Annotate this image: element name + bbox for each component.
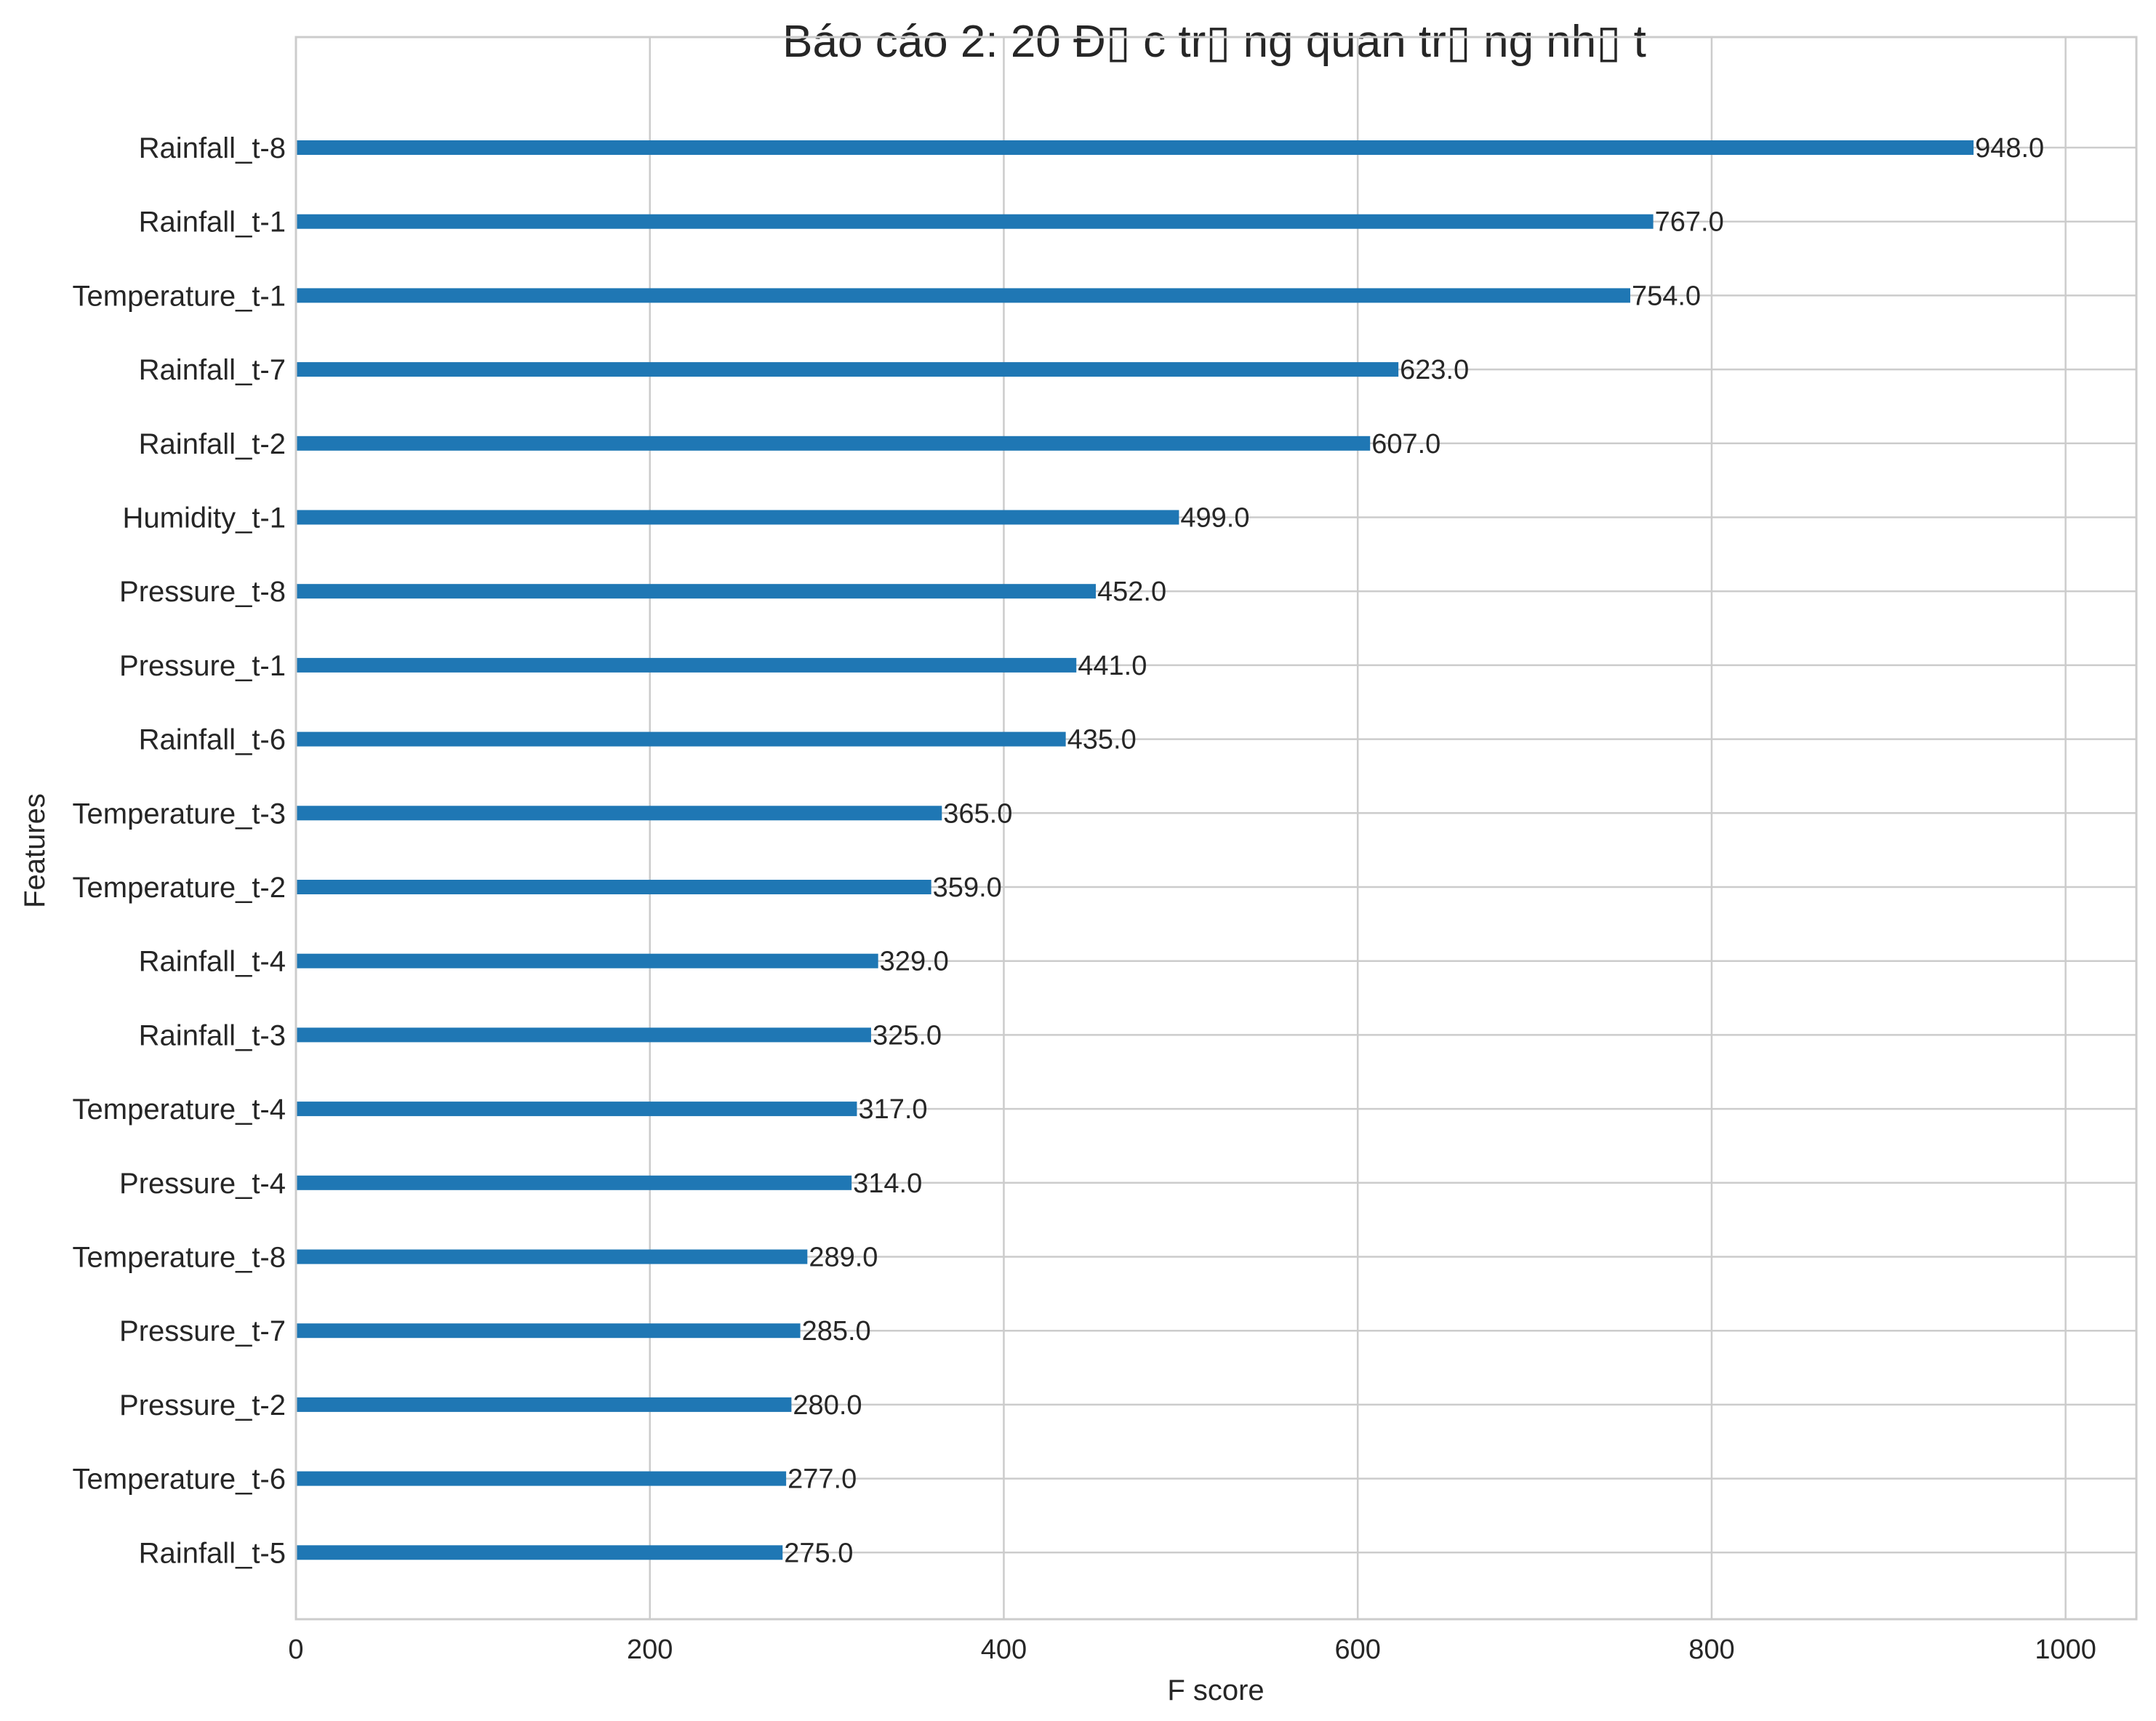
x-tick-label: 600 bbox=[1334, 1634, 1380, 1665]
bar bbox=[296, 1249, 808, 1264]
x-tick-label: 1000 bbox=[2035, 1634, 2096, 1665]
bar bbox=[296, 657, 1077, 673]
y-tick-label: Pressure_t-2 bbox=[119, 1389, 286, 1421]
bar bbox=[296, 1027, 871, 1043]
bar bbox=[296, 1397, 792, 1412]
x-tick-label: 200 bbox=[627, 1634, 673, 1665]
ticks-layer: 0 200 400 600 800 1000 bbox=[288, 1634, 2096, 1665]
bar-value-label: 280.0 bbox=[793, 1390, 862, 1421]
bar-value-label: 329.0 bbox=[880, 947, 949, 977]
bar bbox=[296, 214, 1654, 229]
bar bbox=[296, 806, 942, 821]
bar-value-label: 277.0 bbox=[788, 1464, 857, 1495]
bar-value-label: 441.0 bbox=[1078, 651, 1147, 681]
bar-value-label: 317.0 bbox=[858, 1094, 927, 1125]
bar-value-label: 948.0 bbox=[1975, 133, 2044, 164]
y-tick-label: Temperature_t-1 bbox=[73, 280, 286, 312]
y-tick-label: Temperature_t-2 bbox=[73, 872, 286, 904]
y-tick-label: Pressure_t-8 bbox=[119, 576, 286, 608]
y-tick-label: Temperature_t-3 bbox=[73, 798, 286, 830]
bar-value-label: 623.0 bbox=[1400, 355, 1469, 385]
bar bbox=[296, 362, 1399, 377]
bar-value-label: 365.0 bbox=[943, 798, 1012, 829]
y-tick-label: Rainfall_t-3 bbox=[139, 1019, 286, 1051]
bar-value-label: 285.0 bbox=[802, 1316, 871, 1347]
bar bbox=[296, 953, 878, 968]
y-tick-label: Rainfall_t-6 bbox=[139, 724, 286, 756]
plot-frame bbox=[294, 36, 2138, 1621]
x-tick-label: 800 bbox=[1688, 1634, 1734, 1665]
bar bbox=[296, 436, 1371, 451]
y-tick-label: Rainfall_t-2 bbox=[139, 428, 286, 460]
x-tick-label: 400 bbox=[981, 1634, 1027, 1665]
bar-value-label: 499.0 bbox=[1180, 503, 1249, 534]
y-tick-label: Rainfall_t-7 bbox=[139, 354, 286, 386]
bar-value-label: 314.0 bbox=[853, 1168, 922, 1199]
y-tick-label: Temperature_t-4 bbox=[73, 1094, 286, 1126]
bar bbox=[296, 1323, 801, 1339]
labels-layer: Rainfall_t-8 948.0 Rainfall_t-1 767.0 Temper… bbox=[73, 132, 2045, 1569]
y-tick-label: Temperature_t-8 bbox=[73, 1242, 286, 1274]
bar bbox=[296, 880, 931, 894]
bar-value-label: 289.0 bbox=[809, 1243, 878, 1273]
bar-value-label: 452.0 bbox=[1097, 577, 1166, 607]
x-tick-label: 0 bbox=[288, 1634, 303, 1665]
bars-layer bbox=[296, 140, 1974, 1560]
bar-value-label: 435.0 bbox=[1067, 725, 1137, 755]
y-tick-label: Rainfall_t-4 bbox=[139, 946, 286, 978]
bar bbox=[296, 288, 1630, 303]
y-tick-label: Pressure_t-4 bbox=[119, 1168, 286, 1200]
bar bbox=[296, 731, 1066, 747]
bar bbox=[296, 1175, 852, 1190]
bar bbox=[296, 140, 1974, 155]
bar-value-label: 275.0 bbox=[784, 1538, 853, 1568]
bar-value-label: 754.0 bbox=[1632, 281, 1701, 311]
bar-value-label: 607.0 bbox=[1371, 429, 1440, 460]
bar-value-label: 359.0 bbox=[933, 872, 1002, 903]
bar bbox=[296, 1471, 787, 1486]
bar bbox=[296, 584, 1097, 599]
y-tick-label: Pressure_t-7 bbox=[119, 1315, 286, 1347]
y-tick-label: Humidity_t-1 bbox=[122, 502, 286, 534]
chart-title: Báo cáo 2: 20 Đ▯ c tr▯ ng quan tr▯ ng nh… bbox=[782, 17, 1646, 67]
y-tick-label: Temperature_t-6 bbox=[73, 1464, 286, 1496]
bar bbox=[296, 1102, 857, 1117]
bar-value-label: 767.0 bbox=[1655, 207, 1724, 238]
y-tick-label: Pressure_t-1 bbox=[119, 650, 286, 682]
y-axis-label: Features bbox=[19, 793, 51, 908]
y-tick-label: Rainfall_t-5 bbox=[139, 1537, 286, 1569]
x-axis-label: F score bbox=[1167, 1674, 1264, 1706]
y-tick-label: Rainfall_t-1 bbox=[139, 206, 286, 238]
y-tick-label: Rainfall_t-8 bbox=[139, 132, 286, 164]
bar-value-label: 325.0 bbox=[873, 1020, 942, 1051]
grid-layer bbox=[294, 37, 2136, 1619]
bar bbox=[296, 510, 1179, 525]
bar bbox=[296, 1545, 783, 1560]
